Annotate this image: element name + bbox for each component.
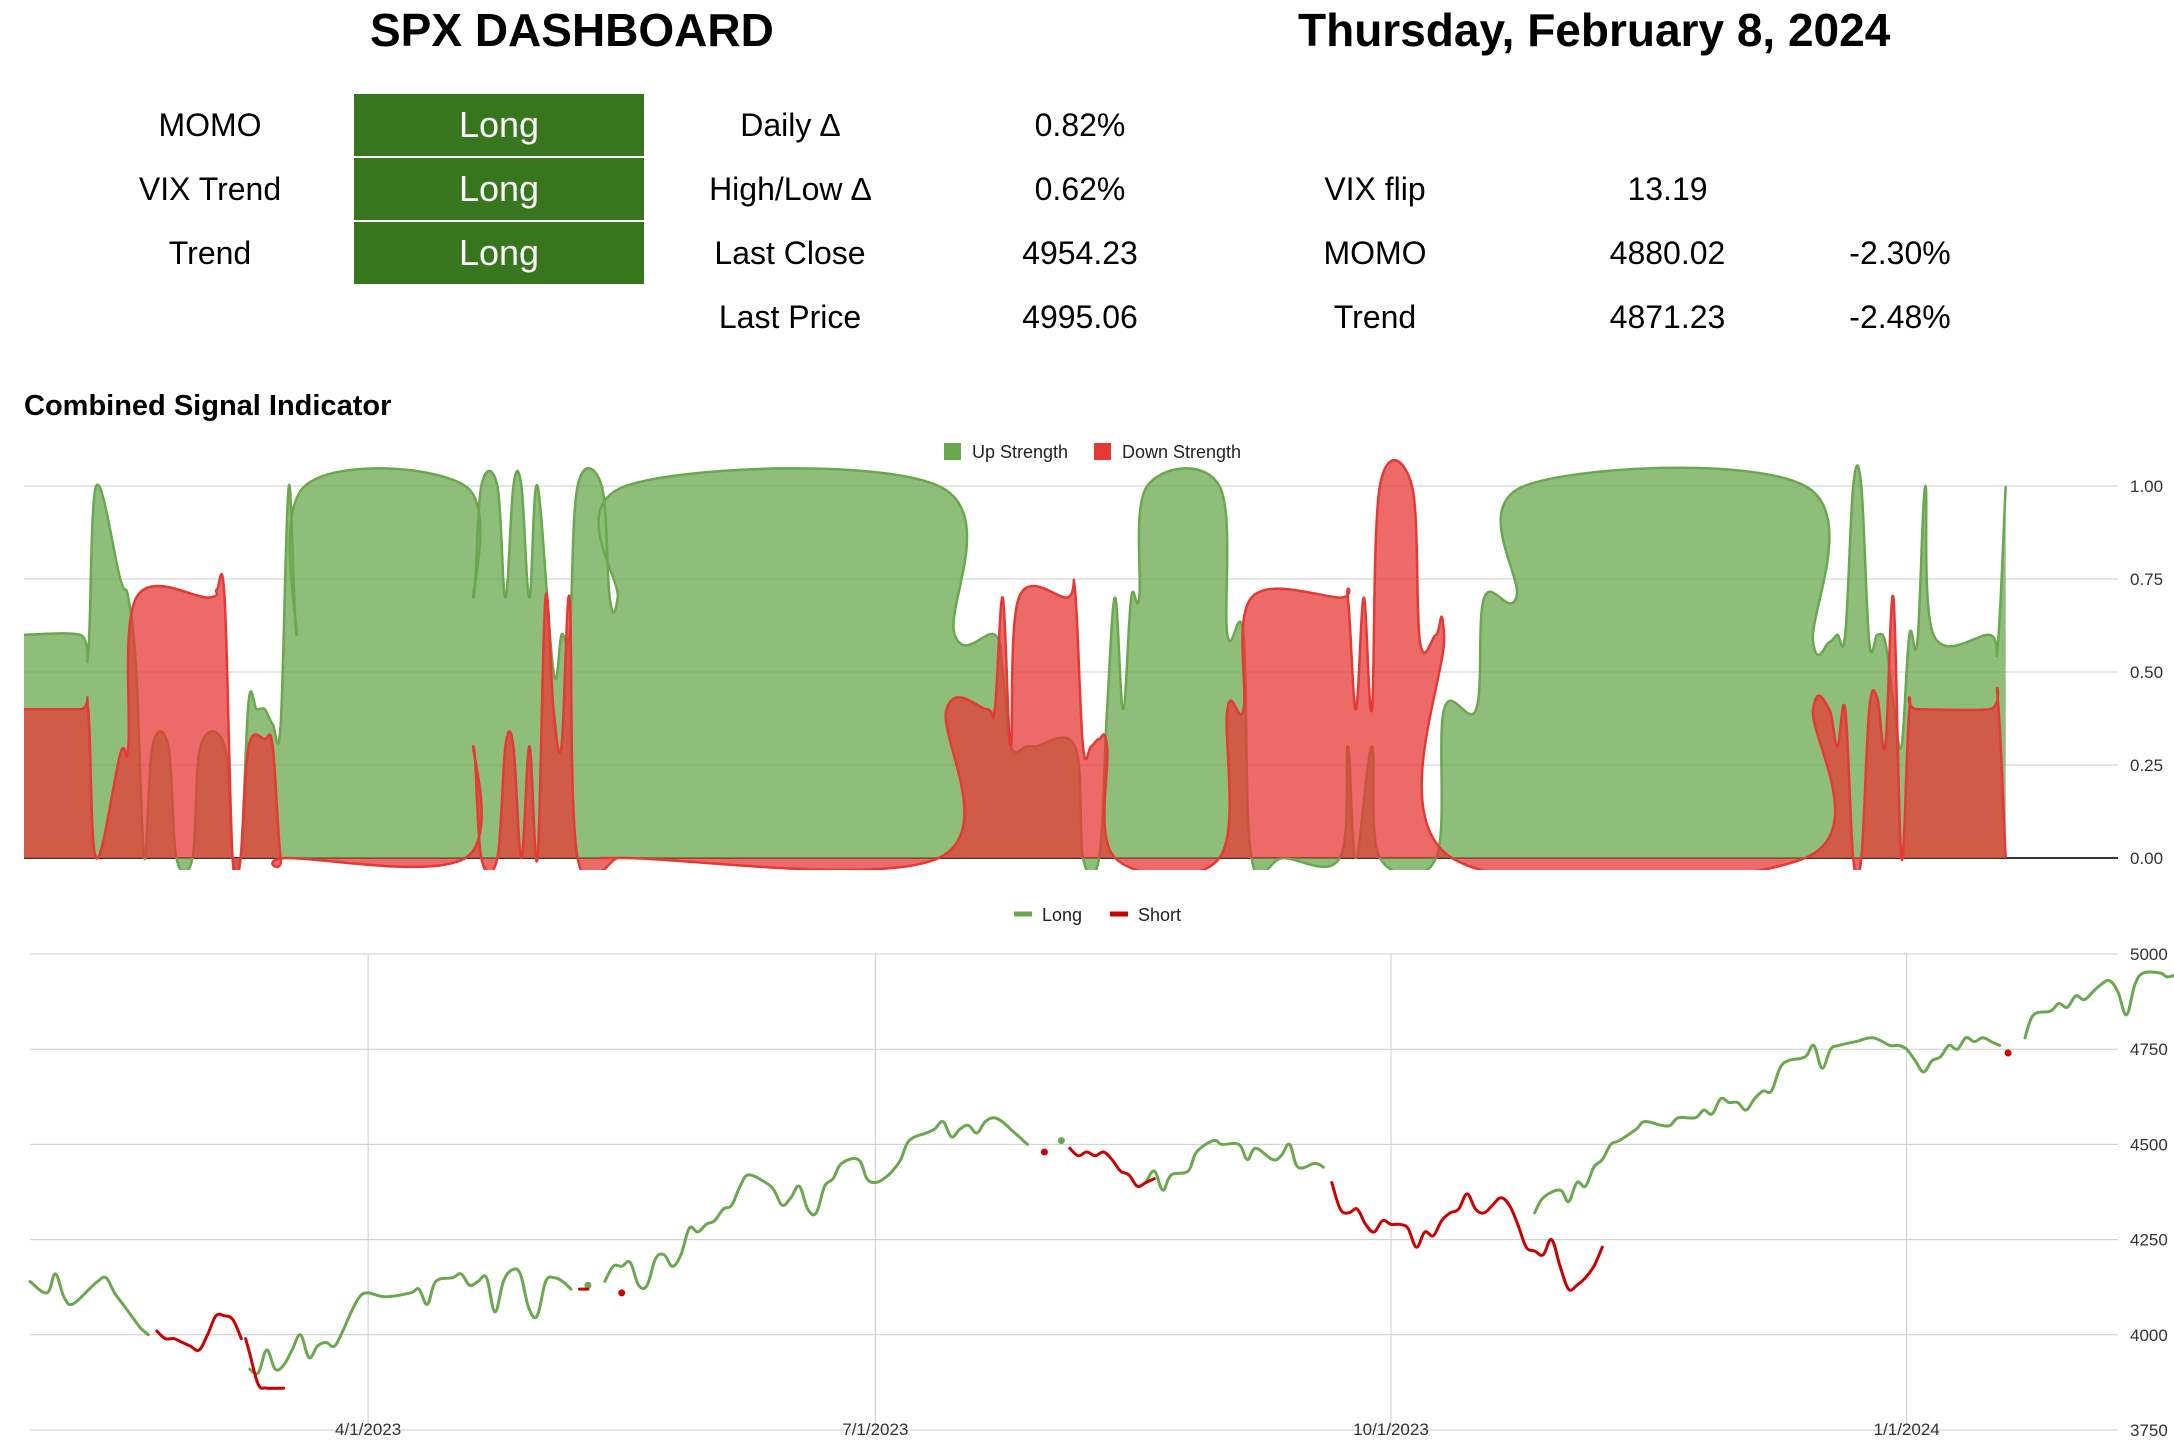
x-tick-label-0: 4/1/2023 xyxy=(335,1420,401,1439)
series-point-0-4 xyxy=(1057,1137,1065,1145)
signal-value-vix-trend: Long xyxy=(354,158,644,220)
combined-signal-chart: Up Strength Down Strength 1.00 0.75 0.50 0.25… xyxy=(23,442,2163,870)
area-1 xyxy=(24,460,2006,870)
series-line-1-1 xyxy=(244,1337,286,1390)
y-tick-label-4: 0.00 xyxy=(2130,849,2163,868)
price-signal-chart: Long Short 5000 4750 4500 4250 4000 3750 4/1/202… xyxy=(28,905,2174,1440)
series-line-0-7 xyxy=(2023,970,2174,1040)
y-tick-label-4: 4000 xyxy=(2130,1326,2168,1345)
series-point-1-7 xyxy=(2004,1049,2012,1057)
y-tick-label-0: 5000 xyxy=(2130,945,2168,964)
y-tick-label-3: 4250 xyxy=(2130,1231,2168,1250)
signal-value-trend: Long xyxy=(354,222,644,284)
series-point-1-3 xyxy=(618,1289,626,1297)
legend-swatch-0 xyxy=(944,443,961,460)
x-tick-label-2: 10/1/2023 xyxy=(1353,1420,1429,1439)
y-tick-label-2: 4500 xyxy=(2130,1135,2168,1154)
y-tick-label-2: 0.50 xyxy=(2130,663,2163,682)
x-tick-label-1: 7/1/2023 xyxy=(842,1420,908,1439)
series-line-0-3 xyxy=(603,1116,1029,1291)
stat-value-last-price: 4995.06 xyxy=(1022,299,1138,335)
level-value-momo: 4880.02 xyxy=(1609,235,1726,271)
stat-label-last-close: Last Close xyxy=(714,235,866,271)
section-title: Combined Signal Indicator xyxy=(24,390,392,422)
series-line-1-6 xyxy=(1330,1181,1604,1292)
series-point-1-4 xyxy=(1040,1148,1048,1156)
series-line-0-6 xyxy=(1533,1036,2002,1215)
stat-value-last-close: 4954.23 xyxy=(1022,235,1138,271)
level-value-vix-flip: 13.19 xyxy=(1627,171,1708,207)
series-point-0-2 xyxy=(584,1281,592,1289)
y-tick-label-3: 0.25 xyxy=(2130,756,2163,775)
stat-label-daily-delta: Daily ∆ xyxy=(740,107,840,143)
level-pct-momo: -2.30% xyxy=(1849,235,1951,271)
legend-label-1: Short xyxy=(1138,905,1181,925)
signal-value-momo: Long xyxy=(354,94,644,156)
signal-label-momo: MOMO xyxy=(158,107,262,143)
stat-label-high-low-delta: High/Low ∆ xyxy=(709,171,871,207)
y-tick-label-0: 1.00 xyxy=(2130,477,2163,496)
area-0 xyxy=(24,465,2006,870)
legend-swatch-1 xyxy=(1094,443,1111,460)
signal-label-trend: Trend xyxy=(168,235,252,271)
dashboard-date: Thursday, February 8, 2024 xyxy=(1298,4,1891,56)
series-line-0-5 xyxy=(1144,1138,1325,1192)
stat-label-last-price: Last Price xyxy=(718,299,862,335)
legend-label-0: Long xyxy=(1042,905,1082,925)
level-value-trend: 4871.23 xyxy=(1609,299,1726,335)
legend-label-1: Down Strength xyxy=(1122,442,1241,462)
level-pct-vix-flip xyxy=(1800,158,2000,220)
legend-label-0: Up Strength xyxy=(972,442,1068,462)
level-label-trend: Trend xyxy=(1333,299,1417,335)
x-tick-label-3: 1/1/2024 xyxy=(1874,1420,1940,1439)
series-line-0-0 xyxy=(28,1272,150,1337)
series-line-1-5 xyxy=(1068,1146,1156,1189)
y-tick-label-5: 3750 xyxy=(2130,1421,2168,1440)
signal-label-vix-trend: VIX Trend xyxy=(138,171,282,207)
series-line-0-1 xyxy=(248,1267,573,1376)
level-pct-trend: -2.48% xyxy=(1849,299,1951,335)
stat-value-high-low-delta: 0.62% xyxy=(1034,171,1126,207)
y-tick-label-1: 0.75 xyxy=(2130,570,2163,589)
level-label-vix-flip: VIX flip xyxy=(1324,171,1426,207)
dashboard-title: SPX DASHBOARD xyxy=(370,4,774,56)
y-tick-label-1: 4750 xyxy=(2130,1040,2168,1059)
stat-value-daily-delta: 0.82% xyxy=(1034,107,1126,143)
series-line-1 xyxy=(24,459,2007,870)
level-label-momo: MOMO xyxy=(1323,235,1427,271)
series-line-1-0 xyxy=(155,1312,243,1352)
